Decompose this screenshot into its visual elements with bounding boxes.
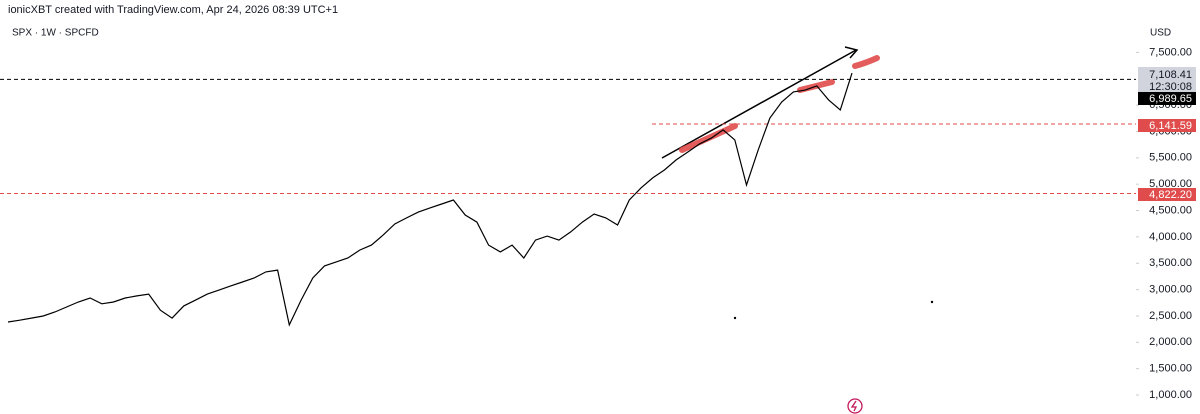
highlight xyxy=(852,55,880,69)
y-tick-label: 4,500.00 xyxy=(1149,204,1192,216)
y-tick-label: 4,000.00 xyxy=(1149,231,1192,243)
symbol: SPX · 1W · SPCFD xyxy=(12,28,99,39)
y-tick-label: 3,500.00 xyxy=(1149,257,1192,269)
dot xyxy=(733,316,737,320)
y-tick-label: 5,500.00 xyxy=(1149,152,1192,164)
attribution: ionicXBT created with TradingView.com, A… xyxy=(8,4,338,16)
price-label-box xyxy=(1138,119,1196,132)
lightning-icon[interactable] xyxy=(847,398,863,414)
y-tick-label: 1,000.00 xyxy=(1149,389,1192,401)
level-label: 6,141.59 xyxy=(1149,120,1192,132)
price-label-box xyxy=(1138,92,1196,105)
level-label: 6,989.65 xyxy=(1149,93,1192,105)
y-tick-label: 7,500.00 xyxy=(1149,46,1192,58)
price-line xyxy=(7,72,853,327)
last-price: 7,108.41 xyxy=(1149,69,1192,81)
y-tick-label: 2,500.00 xyxy=(1149,310,1192,322)
trend-arrow xyxy=(661,49,857,159)
y-tick-label: 1,500.00 xyxy=(1149,363,1192,375)
arrow-head xyxy=(844,46,859,59)
countdown: 12:30:08 xyxy=(1149,81,1192,93)
price-label-box xyxy=(1138,188,1196,201)
level-label: 4,822.20 xyxy=(1149,189,1192,201)
dot xyxy=(930,300,934,304)
highlight xyxy=(679,123,738,153)
axis-unit: USD xyxy=(1150,28,1171,39)
y-tick-label: 5,000.00 xyxy=(1149,178,1192,190)
y-tick-label: 3,000.00 xyxy=(1149,284,1192,296)
y-tick-label: 2,000.00 xyxy=(1149,336,1192,348)
price-label-box xyxy=(1138,67,1196,93)
lightning-bolt xyxy=(850,400,858,412)
